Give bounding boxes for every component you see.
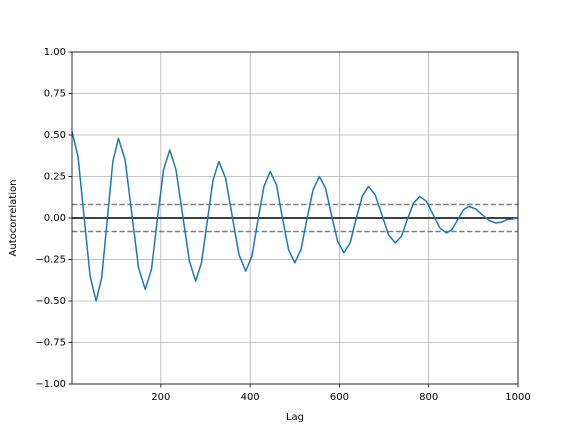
y-tick-label: 0.50 — [44, 130, 66, 141]
x-tick-label: 1000 — [505, 392, 530, 403]
x-tick-label: 400 — [241, 392, 260, 403]
x-axis-label: Lag — [286, 412, 304, 423]
y-axis-label: Autocorrelation — [8, 180, 19, 257]
y-tick-label: −0.75 — [35, 338, 66, 349]
y-tick-label: 0.75 — [44, 89, 66, 100]
y-tick-label: −0.50 — [35, 296, 66, 307]
x-tick-label: 600 — [330, 392, 349, 403]
x-tick-label: 800 — [419, 392, 438, 403]
x-tick-label: 200 — [151, 392, 170, 403]
y-tick-label: 0.25 — [44, 172, 66, 183]
y-tick-label: −1.00 — [35, 379, 66, 390]
series-line — [71, 131, 519, 302]
y-tick-label: 1.00 — [44, 47, 66, 58]
y-tick-label: −0.25 — [35, 255, 66, 266]
y-tick-label: 0.00 — [44, 213, 66, 224]
plot-frame — [71, 51, 519, 385]
